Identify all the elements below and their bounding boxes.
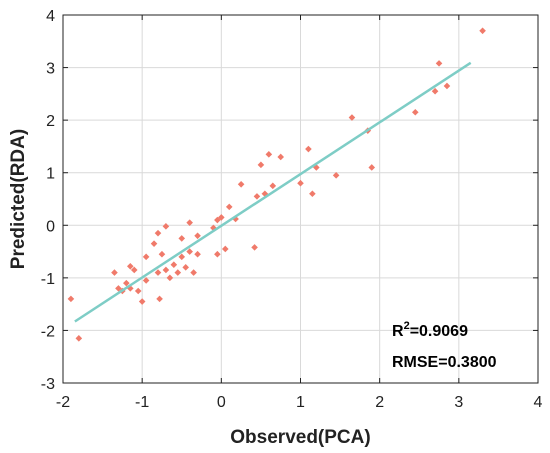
data-point: [411, 108, 419, 116]
x-tick-label: 3: [454, 394, 463, 411]
data-point: [218, 214, 225, 221]
x-tick-label: 0: [217, 394, 226, 411]
data-point: [251, 244, 258, 251]
data-point: [297, 179, 304, 187]
data-point: [253, 193, 261, 200]
data-point: [156, 295, 163, 303]
data-point: [194, 232, 201, 240]
regression-line: [74, 61, 472, 323]
data-point: [309, 190, 316, 198]
tick-marks: [62, 14, 539, 384]
data-point: [257, 161, 265, 169]
y-axis-label: Predicted(RDA): [8, 129, 29, 269]
rmse-annotation: RMSE=0.3800: [392, 354, 497, 371]
x-axis-label: Observed(PCA): [230, 427, 370, 448]
y-tick-label: -3: [41, 376, 55, 393]
data-point: [431, 87, 439, 95]
data-point: [178, 235, 186, 242]
data-point: [134, 287, 142, 295]
data-point: [126, 285, 134, 292]
r-squared-annotation: R2=0.9069: [392, 320, 468, 340]
data-point: [194, 250, 201, 258]
data-point: [75, 335, 83, 342]
data-points: [67, 27, 486, 342]
data-point: [111, 269, 118, 276]
y-tick-labels: -3 -2 -1 0 1 2 3 4: [41, 8, 55, 393]
data-point: [479, 27, 486, 35]
r-squared-prefix: R: [392, 323, 404, 340]
data-point: [126, 262, 134, 270]
data-point: [154, 269, 162, 276]
r-squared-superscript: 2: [404, 320, 410, 332]
data-point: [162, 223, 170, 230]
data-point: [186, 248, 193, 255]
data-point: [138, 298, 146, 305]
y-tick-label: 0: [46, 218, 55, 235]
data-point: [178, 253, 186, 261]
data-point: [237, 180, 245, 188]
data-point: [67, 295, 75, 303]
y-tick-label: 3: [46, 61, 55, 78]
data-point: [332, 172, 340, 179]
data-point: [154, 229, 162, 237]
data-point: [221, 245, 229, 253]
data-point: [214, 250, 221, 258]
data-point: [348, 114, 356, 121]
data-point: [435, 60, 443, 67]
data-point: [170, 261, 178, 269]
data-point: [186, 219, 193, 226]
data-point: [130, 266, 138, 274]
data-point: [443, 82, 451, 90]
data-point: [158, 250, 166, 258]
data-point: [142, 253, 150, 261]
y-tick-label: -1: [41, 271, 55, 288]
x-tick-label: -1: [135, 394, 149, 411]
x-tick-label: -2: [56, 394, 70, 411]
data-point: [142, 277, 150, 284]
data-point: [368, 164, 376, 171]
x-tick-label: 2: [375, 394, 384, 411]
x-tick-label: 1: [296, 394, 305, 411]
y-tick-label: 1: [46, 166, 55, 183]
data-point: [190, 269, 197, 276]
data-point: [174, 269, 182, 276]
data-point: [225, 203, 233, 211]
data-point: [265, 151, 273, 158]
y-tick-label: 2: [46, 113, 55, 130]
y-tick-label: 4: [46, 8, 55, 25]
x-tick-labels: -2 -1 0 1 2 3 4: [56, 394, 543, 411]
data-point: [123, 279, 130, 287]
data-point: [166, 274, 174, 282]
data-point: [269, 182, 277, 190]
data-point: [150, 240, 158, 247]
r-squared-value: =0.9069: [410, 323, 468, 340]
data-point: [162, 266, 170, 274]
y-tick-label: -2: [41, 323, 55, 340]
x-tick-label: 4: [534, 394, 543, 411]
data-point: [305, 145, 312, 153]
data-point: [277, 153, 285, 161]
data-point: [182, 264, 190, 271]
data-point: [313, 164, 320, 171]
